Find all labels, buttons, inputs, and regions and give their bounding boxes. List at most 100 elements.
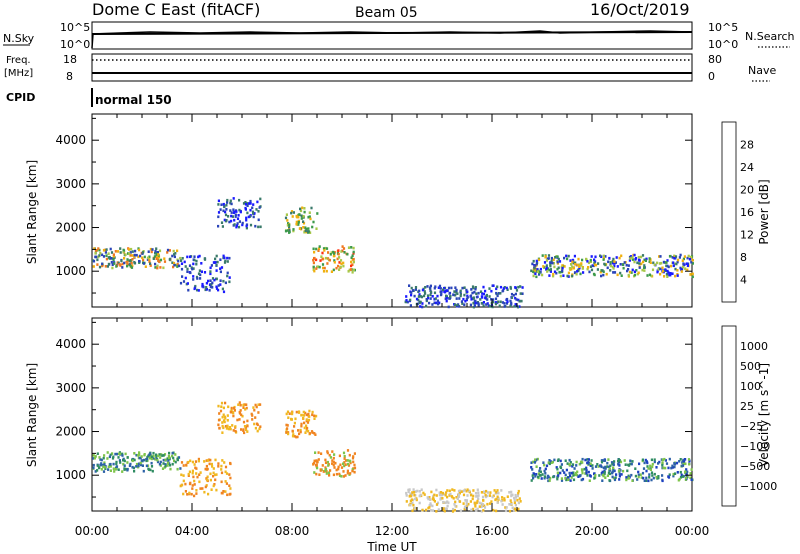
data-cell (446, 495, 449, 499)
data-cell (182, 492, 185, 496)
data-cell (337, 467, 340, 471)
data-cell (229, 209, 232, 212)
data-cell (567, 271, 570, 275)
data-cell (222, 279, 225, 283)
data-cell (180, 267, 184, 271)
data-cell (253, 422, 256, 426)
data-cell (250, 412, 253, 416)
data-cell (315, 472, 318, 476)
data-cell (131, 250, 134, 253)
data-cell (176, 249, 179, 253)
data-cell (667, 475, 670, 478)
data-cell (599, 464, 602, 468)
data-cell (167, 459, 170, 462)
data-cell (535, 465, 538, 468)
data-cell (455, 297, 458, 300)
data-cell (150, 455, 153, 459)
data-cell (197, 272, 201, 275)
data-cell (217, 199, 220, 203)
data-cell (212, 471, 215, 475)
colorbar-frame (721, 121, 737, 303)
data-cell (534, 272, 537, 275)
data-cell (220, 405, 223, 408)
data-cell (305, 419, 308, 423)
data-cell (466, 296, 469, 299)
data-cell (338, 474, 342, 477)
data-cell (423, 294, 426, 298)
data-cell (201, 285, 204, 288)
data-cell (465, 500, 468, 504)
data-cell (570, 263, 573, 266)
data-cell (232, 208, 235, 211)
data-cell (664, 459, 667, 462)
data-cell (584, 472, 587, 475)
data-cell (661, 458, 664, 462)
data-cell (555, 466, 558, 469)
data-cell (311, 225, 314, 229)
data-cell (447, 286, 451, 290)
data-cell (450, 286, 453, 290)
data-cell (195, 472, 198, 475)
data-cell (255, 208, 258, 211)
data-cell (169, 467, 172, 471)
data-cell (434, 297, 437, 300)
data-cell (176, 457, 179, 461)
data-cell (413, 506, 416, 510)
data-cell (223, 415, 226, 419)
data-cell (569, 474, 572, 478)
data-cell (242, 406, 245, 409)
data-cell (117, 452, 120, 456)
data-cell (588, 270, 591, 274)
data-cell (229, 201, 232, 205)
data-cell (126, 456, 129, 459)
data-cell (154, 262, 157, 266)
data-cell (609, 264, 612, 268)
data-cell (100, 468, 103, 471)
data-cell (114, 250, 117, 253)
data-cell (581, 267, 584, 270)
data-cell (224, 259, 227, 263)
data-cell (164, 464, 167, 468)
data-cell (418, 293, 421, 296)
data-cell (148, 258, 151, 261)
data-cell (189, 271, 192, 275)
data-cell (638, 259, 641, 262)
data-cell (131, 459, 134, 463)
data-cell (219, 258, 222, 261)
data-cell (646, 465, 649, 468)
data-cell (225, 203, 228, 207)
data-cell (593, 472, 596, 476)
data-cell (657, 475, 660, 478)
data-cell (220, 464, 223, 468)
data-cell (556, 255, 559, 258)
data-cell (205, 484, 208, 487)
data-cell (353, 466, 357, 470)
data-cell (578, 265, 581, 268)
data-cell (314, 451, 317, 454)
data-cell (192, 475, 195, 479)
data-cell (242, 202, 246, 205)
nsky-tick-top: 10^5 (60, 21, 90, 34)
data-cell (312, 258, 315, 262)
data-cell (414, 286, 418, 289)
data-cell (648, 473, 651, 476)
data-cell (305, 424, 308, 428)
data-cell (650, 478, 653, 482)
data-cell (596, 268, 599, 271)
data-cell (232, 414, 235, 418)
data-cell (335, 266, 338, 270)
data-cell (300, 413, 303, 417)
data-cell (171, 254, 174, 258)
data-cell (96, 258, 99, 262)
data-cell (313, 459, 316, 463)
data-cell (188, 491, 191, 495)
data-cell (593, 258, 596, 262)
data-cell (470, 298, 473, 301)
data-cell (139, 254, 142, 258)
data-cell (599, 254, 602, 258)
data-cell (602, 473, 605, 477)
data-cell (535, 262, 538, 266)
data-cell (691, 258, 694, 262)
